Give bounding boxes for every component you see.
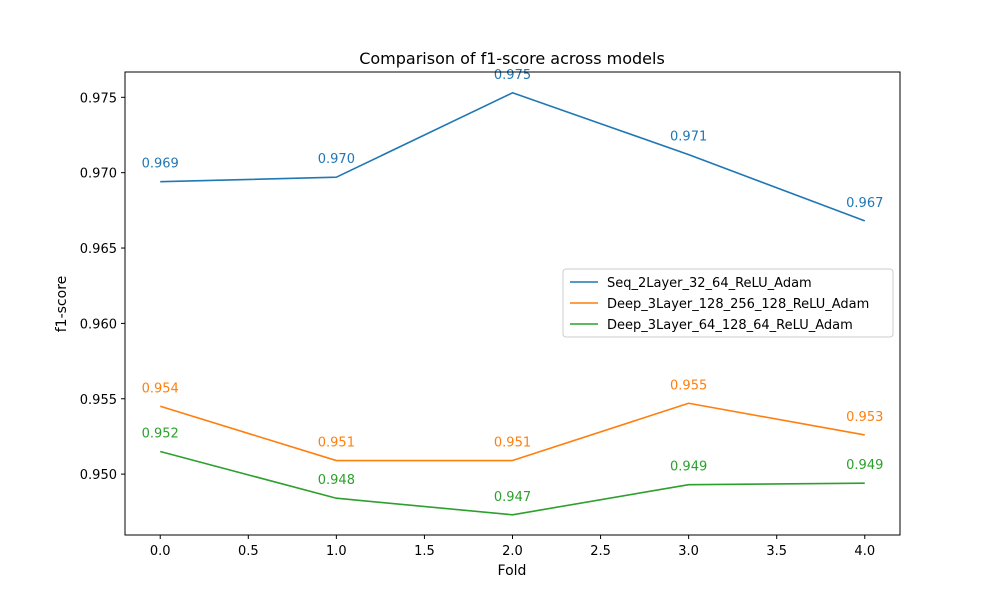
data-label: 0.952 bbox=[142, 427, 179, 442]
x-tick-label: 0.0 bbox=[150, 544, 171, 559]
data-label: 0.949 bbox=[670, 460, 707, 475]
legend-entry: Seq_2Layer_32_64_ReLU_Adam bbox=[607, 276, 812, 291]
series-line bbox=[160, 450, 865, 516]
x-tick-label: 1.5 bbox=[414, 544, 435, 559]
x-tick-label: 3.0 bbox=[678, 544, 699, 559]
y-tick-label: 0.960 bbox=[80, 317, 117, 332]
data-label: 0.948 bbox=[318, 473, 355, 488]
data-label: 0.951 bbox=[494, 436, 531, 451]
data-label: 0.971 bbox=[670, 130, 707, 145]
series-line bbox=[160, 92, 866, 222]
y-tick-label: 0.975 bbox=[80, 91, 117, 106]
data-label: 0.954 bbox=[142, 381, 179, 396]
y-tick-label: 0.955 bbox=[80, 393, 117, 408]
y-tick-label: 0.970 bbox=[80, 167, 117, 182]
data-label: 0.969 bbox=[142, 157, 179, 172]
series-line bbox=[159, 402, 865, 462]
x-tick-label: 4.0 bbox=[854, 544, 875, 559]
legend: Seq_2Layer_32_64_ReLU_Adam Deep_3Layer_12… bbox=[562, 268, 894, 338]
x-tick-label: 2.0 bbox=[502, 544, 523, 559]
chart-title: Comparison of f1-score across models bbox=[359, 49, 665, 68]
data-label: 0.970 bbox=[318, 152, 355, 167]
x-axis-label: Fold bbox=[498, 563, 527, 579]
data-label: 0.953 bbox=[846, 410, 883, 425]
data-label: 0.967 bbox=[846, 196, 883, 211]
legend-box bbox=[562, 268, 894, 338]
x-tick-label: 3.5 bbox=[766, 544, 787, 559]
x-tick-label: 1.0 bbox=[326, 544, 347, 559]
data-label: 0.947 bbox=[494, 490, 531, 505]
y-axis: 0.950 0.955 0.960 0.965 0.970 0.975 bbox=[80, 91, 125, 483]
x-tick-label: 0.5 bbox=[238, 544, 259, 559]
y-axis-label: f1-score bbox=[54, 276, 70, 333]
data-label: 0.949 bbox=[846, 458, 883, 473]
x-tick-label: 2.5 bbox=[590, 544, 611, 559]
y-tick-label: 0.950 bbox=[80, 468, 117, 483]
x-axis: 0.0 0.5 1.0 1.5 2.0 2.5 3.0 3.5 4.0 bbox=[150, 535, 875, 559]
data-label: 0.975 bbox=[494, 68, 531, 83]
legend-entry: Deep_3Layer_128_256_128_ReLU_Adam bbox=[607, 297, 869, 312]
data-label: 0.951 bbox=[318, 436, 355, 451]
legend-entry: Deep_3Layer_64_128_64_ReLU_Adam bbox=[607, 318, 853, 333]
data-label: 0.955 bbox=[670, 378, 707, 393]
y-tick-label: 0.965 bbox=[80, 242, 117, 257]
